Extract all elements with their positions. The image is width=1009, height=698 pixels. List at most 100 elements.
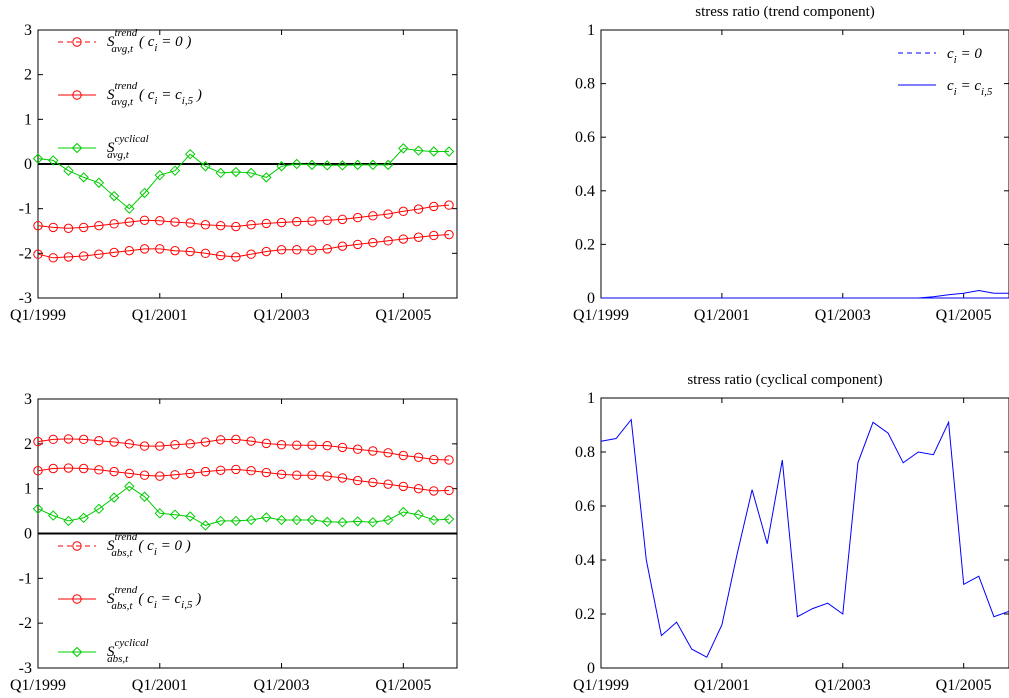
x-tick-label: Q1/2005	[375, 307, 431, 324]
legend-marker	[72, 37, 82, 47]
y-tick-label: -3	[19, 290, 32, 307]
data-point	[428, 514, 439, 526]
data-point	[155, 471, 165, 481]
data-point	[109, 247, 119, 258]
data-point	[352, 212, 363, 223]
data-point	[429, 230, 439, 241]
data-point	[292, 216, 302, 227]
data-point	[124, 481, 135, 492]
data-point	[231, 252, 241, 262]
data-point	[231, 434, 241, 445]
data-point	[185, 439, 195, 449]
data-point	[307, 440, 317, 450]
data-point	[245, 167, 257, 179]
series-line	[600, 418, 1009, 658]
data-point	[230, 515, 242, 527]
data-point	[78, 512, 89, 524]
legend-label: Scyclical avg,t	[107, 133, 149, 161]
data-point	[443, 146, 455, 157]
data-point	[154, 508, 165, 519]
data-point	[139, 187, 150, 199]
data-point	[337, 241, 348, 251]
series-line	[37, 204, 450, 229]
data-point	[292, 470, 302, 480]
data-point	[185, 246, 195, 257]
x-tick-label: Q1/2005	[936, 677, 992, 694]
chart-title: stress ratio (cyclical component)	[687, 372, 882, 388]
data-point	[261, 172, 272, 183]
legend-marker	[71, 142, 83, 154]
data-point	[291, 514, 302, 526]
data-point	[383, 448, 393, 458]
x-tick-label: Q1/2003	[254, 677, 310, 694]
legend: ci = 0 ci = ci,5	[898, 46, 993, 98]
y-tick-label: 0.6	[575, 498, 595, 515]
y-tick-label: -2	[19, 245, 32, 262]
x-tick-label: Q1/1999	[573, 307, 629, 324]
data-point	[444, 485, 454, 496]
data-point	[352, 159, 363, 171]
legend: Strend abs,t( ci = 0 ) Strend abs,t( ci = c…	[58, 531, 201, 665]
data-point	[276, 245, 287, 255]
data-point	[383, 479, 393, 489]
data-point	[429, 454, 439, 465]
data-point	[155, 216, 165, 226]
data-point	[261, 467, 272, 478]
data-point	[307, 216, 317, 226]
data-point	[368, 446, 378, 456]
data-point	[429, 486, 439, 496]
y-tick-label: 0.2	[575, 606, 595, 623]
data-point	[170, 440, 180, 450]
data-point	[215, 250, 226, 261]
data-point	[398, 143, 409, 154]
data-point	[200, 161, 211, 172]
data-point	[215, 515, 226, 527]
data-point	[215, 167, 226, 179]
data-point	[78, 434, 89, 445]
data-point	[246, 249, 256, 259]
data-point	[322, 471, 332, 481]
y-tick-label: 1	[24, 111, 32, 128]
data-point	[367, 159, 379, 171]
data-point	[246, 466, 256, 476]
data-point	[155, 441, 165, 451]
y-tick-label: 0.2	[575, 236, 595, 253]
plot-frame	[600, 397, 1009, 669]
data-point	[276, 161, 287, 172]
data-point	[78, 463, 89, 474]
legend-label: Strend abs,t( ci = 0 )	[107, 531, 191, 559]
data-point	[93, 503, 105, 515]
data-point	[124, 468, 135, 479]
data-point	[63, 165, 74, 176]
data-point	[413, 145, 424, 156]
legend-label: ci = 0	[947, 46, 982, 66]
chart-title: stress ratio (trend component)	[695, 4, 875, 20]
data-point	[139, 215, 150, 225]
data-point	[292, 245, 302, 255]
data-point	[322, 516, 333, 528]
data-point	[63, 223, 74, 234]
data-point	[48, 155, 59, 166]
data-point	[367, 517, 379, 528]
data-point	[322, 160, 333, 171]
data-point	[170, 470, 180, 480]
chart-panel-avg: 3 2 1 0 -1 -2 -3Q1/1999 Q1/2001 Q1/2003 Q1/2005 St…	[10, 22, 458, 324]
legend-label: Strend avg,t( ci = 0 )	[107, 27, 191, 55]
chart-panel-trend-ratio: stress ratio (trend component) 1 0.8 0.6 0.…	[573, 4, 1009, 324]
data-point	[200, 466, 211, 477]
data-point	[337, 473, 348, 483]
data-point	[322, 244, 332, 254]
data-point	[169, 165, 181, 176]
data-point	[63, 515, 74, 527]
y-tick-label: 0.8	[575, 444, 595, 461]
legend-marker	[72, 541, 82, 551]
data-point	[413, 483, 424, 494]
data-point	[63, 252, 74, 262]
data-point	[33, 249, 43, 259]
data-point	[398, 481, 409, 492]
data-point	[383, 209, 393, 219]
data-point	[368, 237, 378, 248]
data-point	[428, 146, 439, 157]
data-point	[231, 464, 241, 475]
